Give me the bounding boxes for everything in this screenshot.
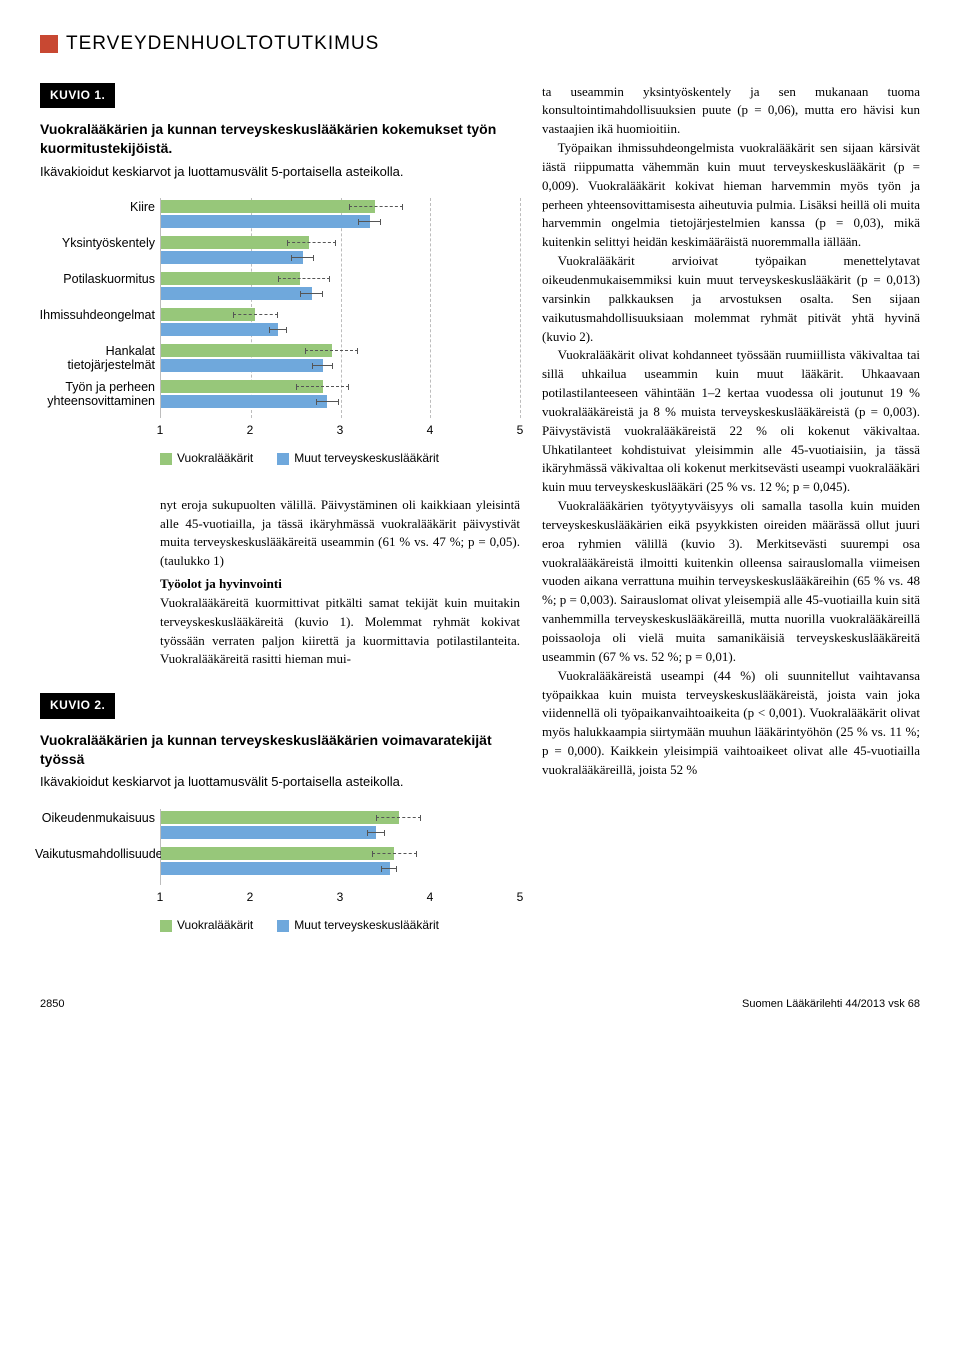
chart-cat-label: Oikeudenmukaisuus — [35, 812, 155, 826]
page: TERVEYDENHUOLTOTUTKIMUS KUVIO 1. Vuokral… — [0, 0, 960, 1043]
bar-muut — [161, 826, 376, 839]
x-tick: 2 — [247, 889, 254, 906]
x-tick: 2 — [247, 422, 254, 439]
kuvio-2-subtitle: Ikävakioidut keskiarvot ja luottamusväli… — [40, 773, 520, 791]
chart-legend: Vuokralääkärit Muut terveyskeskuslääkärit — [160, 917, 520, 934]
legend-vuokra: Vuokralääkärit — [160, 450, 253, 467]
section-header: TERVEYDENHUOLTOTUTKIMUS — [40, 30, 920, 58]
right-p4: Vuokralääkärit olivat kohdanneet työssää… — [542, 346, 920, 497]
mid-body-text: nyt eroja sukupuolten välillä. Päivystäm… — [160, 496, 520, 670]
bar-vuokra — [161, 200, 375, 213]
mid-p2: Vuokralääkäreitä kuormittivat pitkälti s… — [160, 594, 520, 669]
kuvio-2-title: Vuokralääkärien ja kunnan terveyskeskusl… — [40, 731, 520, 769]
errorbar-vuokra — [305, 350, 359, 351]
chart-legend: Vuokralääkärit Muut terveyskeskuslääkärit — [160, 450, 520, 467]
right-column: ta useammin yksintyöskentely ja sen muka… — [542, 83, 920, 963]
right-p5: Vuokralääkärien työtyytyväisyys oli sama… — [542, 497, 920, 667]
right-p3: Vuokralääkärit arvioivat työpaikan menet… — [542, 252, 920, 346]
kuvio-2-chart: OikeudenmukaisuusVaikutusmahdollisuudet1… — [40, 809, 520, 934]
bar-muut — [161, 251, 303, 264]
left-column: KUVIO 1. Vuokralääkärien ja kunnan terve… — [40, 83, 520, 963]
errorbar-vuokra — [233, 314, 278, 315]
x-tick: 4 — [427, 889, 434, 906]
chart-cat-label: Yksintyöskentely — [35, 237, 155, 251]
chart-cat-label: Kiire — [35, 201, 155, 215]
x-tick: 5 — [517, 889, 524, 906]
errorbar-muut — [300, 293, 322, 294]
x-tick: 4 — [427, 422, 434, 439]
x-axis: 12345 — [40, 422, 520, 440]
chart-cat-label: Ihmissuhdeongelmat — [35, 309, 155, 323]
chart-cat-label: Työn ja perheen yhteensovittaminen — [35, 381, 155, 409]
bar-muut — [161, 359, 323, 372]
kuvio-1-title: Vuokralääkärien ja kunnan terveyskeskusl… — [40, 120, 520, 158]
errorbar-vuokra — [376, 817, 421, 818]
bar-vuokra — [161, 847, 394, 860]
chart-cat-label: Vaikutusmahdollisuudet — [35, 848, 155, 862]
errorbar-vuokra — [278, 278, 330, 279]
kuvio-1-subtitle: Ikävakioidut keskiarvot ja luottamusväli… — [40, 163, 520, 181]
bar-muut — [161, 395, 327, 408]
errorbar-vuokra — [296, 386, 350, 387]
x-tick: 5 — [517, 422, 524, 439]
legend-muut: Muut terveyskeskuslääkärit — [277, 917, 439, 934]
section-title: TERVEYDENHUOLTOTUTKIMUS — [66, 30, 379, 58]
right-p6: Vuokralääkäreistä useampi (44 %) oli suu… — [542, 667, 920, 780]
bar-muut — [161, 287, 312, 300]
errorbar-vuokra — [349, 206, 403, 207]
chart-cat-label: Potilaskuormitus — [35, 273, 155, 287]
section-marker — [40, 35, 58, 53]
errorbar-muut — [358, 221, 380, 222]
errorbar-muut — [269, 329, 287, 330]
bar-vuokra — [161, 811, 399, 824]
legend-vuokra: Vuokralääkärit — [160, 917, 253, 934]
x-axis: 12345 — [40, 889, 520, 907]
mid-p1: nyt eroja sukupuolten välillä. Päivystäm… — [160, 496, 520, 571]
x-tick: 1 — [157, 889, 164, 906]
right-p1: ta useammin yksintyöskentely ja sen muka… — [542, 83, 920, 140]
mid-subhead: Työolot ja hyvinvointi — [160, 575, 520, 594]
kuvio-1: KUVIO 1. Vuokralääkärien ja kunnan terve… — [40, 83, 520, 468]
errorbar-vuokra — [372, 853, 417, 854]
errorbar-muut — [316, 401, 338, 402]
kuvio-1-chart: KiireYksintyöskentelyPotilaskuormitusIhm… — [40, 198, 520, 467]
errorbar-muut — [291, 257, 313, 258]
journal-ref: Suomen Lääkärilehti 44/2013 vsk 68 — [742, 997, 920, 1013]
x-tick: 1 — [157, 422, 164, 439]
errorbar-vuokra — [287, 242, 336, 243]
errorbar-muut — [312, 365, 334, 366]
x-tick: 3 — [337, 422, 344, 439]
bar-muut — [161, 215, 370, 228]
bar-muut — [161, 323, 278, 336]
chart-cat-label: Hankalat tietojärjestelmät — [35, 345, 155, 373]
bar-muut — [161, 862, 390, 875]
kuvio-2-tag: KUVIO 2. — [40, 693, 115, 718]
right-p2: Työpaikan ihmissuhdeongelmista vuokralää… — [542, 139, 920, 252]
page-number: 2850 — [40, 997, 64, 1013]
errorbar-muut — [367, 832, 385, 833]
page-footer: 2850 Suomen Lääkärilehti 44/2013 vsk 68 — [40, 997, 920, 1013]
x-tick: 3 — [337, 889, 344, 906]
kuvio-1-tag: KUVIO 1. — [40, 83, 115, 108]
legend-muut: Muut terveyskeskuslääkärit — [277, 450, 439, 467]
two-column-layout: KUVIO 1. Vuokralääkärien ja kunnan terve… — [40, 83, 920, 963]
errorbar-muut — [381, 868, 397, 869]
kuvio-2: KUVIO 2. Vuokralääkärien ja kunnan terve… — [40, 693, 520, 934]
